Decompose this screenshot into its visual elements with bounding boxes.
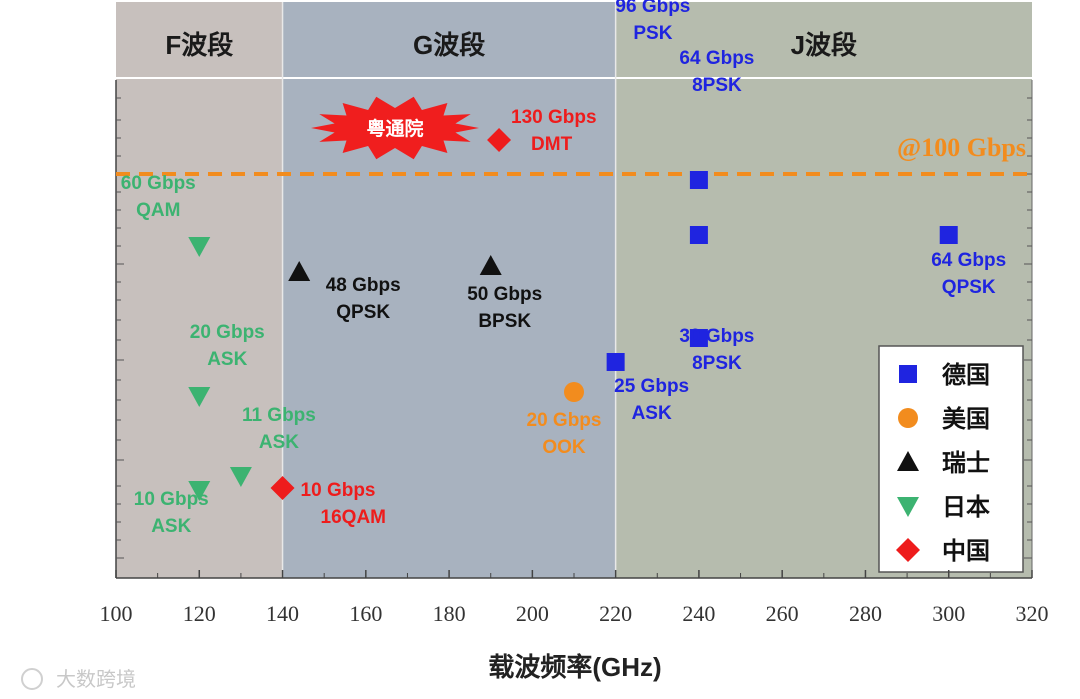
point-s4-p0 <box>487 128 512 152</box>
x-tick-label: 240 <box>682 601 715 626</box>
x-tick-label: 160 <box>349 601 382 626</box>
point-s0-p4 <box>606 353 625 371</box>
watermark-logo <box>21 668 43 690</box>
point-label-modulation: ASK <box>259 432 299 453</box>
x-tick-label: 280 <box>849 601 882 626</box>
point-label-rate: 50 Gbps <box>467 284 542 305</box>
legend-marker-2 <box>897 451 919 471</box>
point-label-rate: 20 Gbps <box>190 322 265 343</box>
x-tick-label: 300 <box>932 601 965 626</box>
x-tick-label: 140 <box>266 601 299 626</box>
point-label-rate: 10 Gbps <box>301 480 376 501</box>
point-s0-p2 <box>939 226 958 244</box>
point-s2-p1 <box>479 255 502 275</box>
reference-line-label: @100 Gbps <box>897 133 1026 162</box>
x-axis-title: 载波频率(GHz) <box>488 652 661 682</box>
band-0-label: F波段 <box>165 30 233 60</box>
highlight-badge-text: 粤通院 <box>366 117 423 140</box>
point-label-rate: 130 Gbps <box>511 107 597 128</box>
x-tick-label: 200 <box>516 601 549 626</box>
point-label-modulation: ASK <box>207 349 247 370</box>
point-s0-p3 <box>689 329 708 347</box>
legend-marker-3 <box>897 497 919 517</box>
point-label-modulation: PSK <box>633 23 672 44</box>
highlight-badge-group: 粤通院 <box>311 96 479 160</box>
legend-label-3: 日本 <box>942 494 990 521</box>
point-label-modulation: ASK <box>151 516 191 537</box>
point-label-modulation: 8PSK <box>692 353 742 374</box>
x-tick-label: 260 <box>766 601 799 626</box>
point-s0-p0 <box>689 171 708 189</box>
legend-box <box>878 345 1024 573</box>
point-label-rate: 30 Gbps <box>679 326 754 347</box>
legend-marker-1 <box>898 408 918 428</box>
x-tick-label: 320 <box>1016 601 1049 626</box>
data-labels: 96 Gbps PSK 64 Gbps 8PSK 64 Gbps QPSK 30 Gbps 8… <box>121 0 1006 537</box>
band-1-label: G波段 <box>413 30 485 60</box>
point-label-modulation: BPSK <box>478 311 531 332</box>
legend-marker-4 <box>896 538 920 562</box>
point-label-modulation: QPSK <box>942 277 996 298</box>
point-label-modulation: QAM <box>136 200 180 221</box>
point-s3-p0 <box>188 237 211 257</box>
point-label-rate: 60 Gbps <box>121 173 196 194</box>
band-1-area <box>282 2 616 578</box>
x-tick-label: 100 <box>100 601 133 626</box>
legend-label-1: 美国 <box>942 405 990 433</box>
point-s2-p0 <box>288 261 311 281</box>
point-s3-p1 <box>188 387 211 407</box>
x-tick-label: 180 <box>433 601 466 626</box>
point-label-rate: 25 Gbps <box>614 376 689 397</box>
point-s0-p1 <box>689 226 708 244</box>
point-label-modulation: DMT <box>531 134 573 155</box>
reference-line-group: @100 Gbps <box>116 133 1032 176</box>
legend-label-2: 瑞士 <box>942 450 990 477</box>
x-tick-label: 220 <box>599 601 632 626</box>
highlight-badge-burst <box>311 96 479 160</box>
point-label-rate: 48 Gbps <box>326 275 401 296</box>
x-axis: 100 120 140 160 180 200 220 240 260 280 300 320 载波频率… <box>21 570 1049 691</box>
point-label-rate: 64 Gbps <box>679 48 754 69</box>
point-s3-p3 <box>188 481 211 501</box>
legend-marker-0 <box>899 365 917 383</box>
legend-label-0: 德国 <box>942 361 990 389</box>
data-points <box>188 128 958 501</box>
point-label-modulation: 8PSK <box>692 75 742 96</box>
point-label-modulation: QPSK <box>336 302 390 323</box>
point-label-rate: 64 Gbps <box>931 250 1006 271</box>
point-label-rate: 96 Gbps <box>615 0 690 17</box>
point-label-rate: 11 Gbps <box>242 405 316 426</box>
point-label-modulation: OOK <box>542 437 586 458</box>
point-label-rate: 10 Gbps <box>134 489 209 510</box>
point-label-modulation: 16QAM <box>321 507 386 528</box>
legend-label-4: 中国 <box>942 538 990 565</box>
point-s4-p1 <box>270 476 295 500</box>
x-tick-label: 120 <box>183 601 216 626</box>
point-s1-p0 <box>564 382 584 402</box>
band-2-label: J波段 <box>791 30 857 60</box>
watermark: 大数跨境 <box>56 668 136 691</box>
point-label-modulation: ASK <box>632 403 672 424</box>
point-s3-p2 <box>229 467 252 487</box>
point-label-rate: 20 Gbps <box>527 410 602 431</box>
